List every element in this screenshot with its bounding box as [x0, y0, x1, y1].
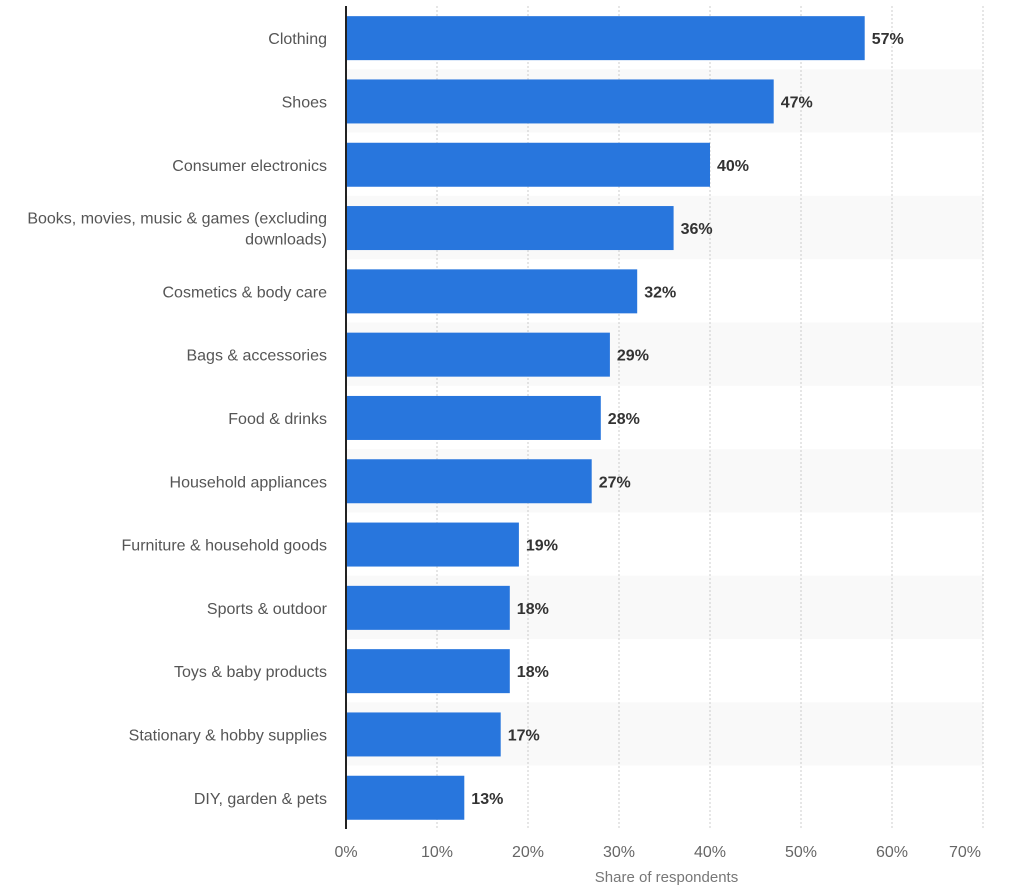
value-label: 57%	[872, 31, 904, 48]
category-label: Bags & accessories	[186, 348, 327, 365]
bar	[346, 16, 865, 61]
value-label: 13%	[471, 791, 503, 808]
category-label: DIY, garden & pets	[194, 791, 327, 808]
x-tick-label: 50%	[785, 844, 817, 861]
x-tick-label: 30%	[603, 844, 635, 861]
bar	[346, 79, 774, 124]
category-label: Furniture & household goods	[122, 538, 327, 555]
value-label: 47%	[781, 94, 813, 111]
bars	[346, 16, 865, 820]
value-labels: 57% 47% 40% 36% 32% 29% 28% 27% 19% 18% 18% 17% 13%	[471, 31, 903, 808]
bar	[346, 522, 519, 567]
bar	[346, 332, 610, 377]
category-label: Stationary & hobby supplies	[129, 727, 327, 744]
x-tick-label: 60%	[876, 844, 908, 861]
value-label: 19%	[526, 538, 558, 555]
bar	[346, 395, 601, 440]
category-label: Books, movies, music & games (excluding	[27, 211, 327, 228]
category-label: Household appliances	[170, 474, 327, 491]
value-label: 32%	[644, 284, 676, 301]
category-label: Shoes	[282, 94, 327, 111]
value-label: 40%	[717, 158, 749, 175]
value-label: 28%	[608, 411, 640, 428]
value-label: 18%	[517, 664, 549, 681]
category-label: Consumer electronics	[172, 158, 327, 175]
x-tick-label: 10%	[421, 844, 453, 861]
bar	[346, 775, 465, 820]
value-label: 29%	[617, 348, 649, 365]
bar	[346, 649, 510, 694]
category-label: Food & drinks	[228, 411, 327, 428]
bar	[346, 142, 710, 187]
value-label: 36%	[681, 221, 713, 238]
category-labels: Clothing Shoes Consumer electronics Books, …	[27, 31, 327, 808]
x-axis-title: Share of respondents	[595, 869, 738, 886]
value-label: 18%	[517, 601, 549, 618]
category-label: Sports & outdoor	[207, 601, 328, 618]
x-tick-labels: 0% 10% 20% 30% 40% 50% 60% 70%	[334, 844, 981, 861]
bar	[346, 585, 510, 630]
bar	[346, 712, 501, 757]
x-tick-label: 70%	[949, 844, 981, 861]
x-tick-label: 40%	[694, 844, 726, 861]
value-label: 27%	[599, 474, 631, 491]
category-label: Clothing	[268, 31, 327, 48]
category-label: downloads)	[245, 232, 327, 249]
value-label: 17%	[508, 727, 540, 744]
category-label: Toys & baby products	[174, 664, 327, 681]
bar	[346, 459, 592, 504]
x-tick-label: 0%	[334, 844, 357, 861]
bar	[346, 269, 638, 314]
x-tick-label: 20%	[512, 844, 544, 861]
bar	[346, 206, 674, 251]
category-label: Cosmetics & body care	[162, 284, 327, 301]
